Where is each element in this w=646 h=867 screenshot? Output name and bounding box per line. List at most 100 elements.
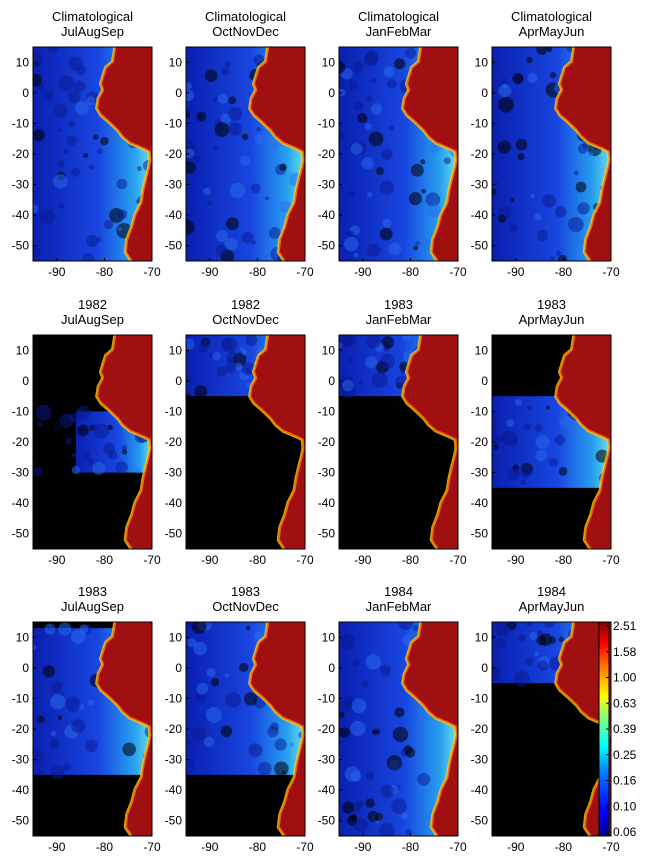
texture-patch bbox=[100, 136, 109, 146]
y-tick-label: -10 bbox=[12, 404, 30, 418]
texture-patch bbox=[225, 61, 231, 68]
texture-patch bbox=[186, 110, 191, 119]
texture-patch bbox=[539, 633, 553, 646]
texture-patch bbox=[40, 209, 56, 225]
texture-patch bbox=[115, 461, 128, 474]
texture-patch bbox=[361, 157, 374, 170]
texture-patch bbox=[365, 798, 375, 808]
texture-patch bbox=[82, 253, 95, 261]
land-mask bbox=[404, 622, 458, 836]
texture-patch bbox=[577, 143, 589, 154]
texture-patch bbox=[558, 636, 564, 643]
texture-patch bbox=[186, 90, 195, 101]
y-tick-label: -50 bbox=[12, 527, 30, 541]
texture-patch bbox=[212, 351, 221, 361]
texture-patch bbox=[402, 335, 411, 341]
panel-title-line1: Climatological bbox=[358, 9, 439, 24]
texture-patch bbox=[85, 739, 98, 753]
texture-patch bbox=[357, 112, 368, 124]
texture-patch bbox=[87, 458, 94, 465]
texture-patch bbox=[365, 95, 372, 102]
land-mask bbox=[251, 622, 305, 836]
texture-patch bbox=[225, 217, 239, 231]
texture-patch bbox=[241, 133, 249, 141]
texture-patch bbox=[229, 182, 246, 199]
texture-patch bbox=[53, 174, 68, 189]
texture-patch bbox=[517, 153, 525, 161]
texture-patch bbox=[241, 231, 254, 244]
y-tick-label: -40 bbox=[318, 208, 336, 222]
x-tick-label: -80 bbox=[555, 265, 573, 279]
panel-title-line1: 1983 bbox=[384, 297, 413, 312]
colorbar-label: 2.51 bbox=[613, 619, 637, 633]
y-tick-label: 10 bbox=[169, 630, 183, 644]
y-tick-label: -10 bbox=[471, 404, 489, 418]
y-tick-label: 10 bbox=[322, 55, 336, 69]
texture-patch bbox=[350, 143, 363, 155]
texture-patch bbox=[496, 638, 506, 648]
texture-patch bbox=[66, 135, 77, 146]
texture-patch bbox=[63, 763, 71, 771]
panel-title-line2: JanFebMar bbox=[366, 312, 432, 327]
texture-patch bbox=[492, 667, 501, 683]
texture-patch bbox=[240, 347, 245, 352]
texture-patch bbox=[344, 236, 359, 252]
panel-title-line2: JanFebMar bbox=[366, 24, 432, 39]
y-tick-label: 10 bbox=[322, 630, 336, 644]
texture-patch bbox=[193, 154, 201, 162]
texture-patch bbox=[134, 467, 141, 474]
texture-patch bbox=[520, 479, 527, 486]
texture-patch bbox=[239, 155, 251, 167]
texture-patch bbox=[70, 629, 86, 644]
texture-patch bbox=[71, 465, 80, 475]
texture-patch bbox=[67, 90, 81, 103]
y-tick-label: -20 bbox=[318, 435, 336, 449]
y-tick-label: -20 bbox=[12, 722, 30, 736]
texture-patch bbox=[186, 137, 193, 150]
texture-patch bbox=[33, 73, 43, 87]
coastal-peak-band bbox=[402, 622, 458, 836]
texture-patch bbox=[107, 424, 113, 430]
texture-patch bbox=[339, 88, 346, 97]
y-tick-label: -30 bbox=[471, 753, 489, 767]
texture-patch bbox=[577, 202, 590, 215]
texture-patch bbox=[365, 50, 379, 64]
texture-patch bbox=[527, 405, 532, 411]
texture-patch bbox=[347, 230, 355, 238]
texture-patch bbox=[382, 218, 392, 228]
texture-patch bbox=[497, 214, 507, 223]
panel-title-line2: JulAugSep bbox=[61, 312, 124, 327]
texture-patch bbox=[214, 122, 230, 138]
texture-patch bbox=[221, 67, 230, 76]
texture-patch bbox=[425, 192, 441, 207]
y-tick-label: 0 bbox=[175, 661, 182, 675]
y-tick-label: -30 bbox=[12, 753, 30, 767]
x-tick-label: -90 bbox=[354, 265, 372, 279]
texture-patch bbox=[111, 201, 119, 209]
texture-patch bbox=[365, 654, 381, 670]
x-tick-label: -80 bbox=[249, 265, 267, 279]
panel-title-line1: 1984 bbox=[537, 584, 566, 599]
y-tick-label: -40 bbox=[471, 496, 489, 510]
texture-patch bbox=[221, 338, 234, 351]
texture-patch bbox=[216, 244, 228, 256]
panel-title-line2: AprMayJun bbox=[519, 312, 585, 327]
y-tick-label: 0 bbox=[328, 86, 335, 100]
texture-patch bbox=[186, 338, 195, 350]
texture-patch bbox=[187, 637, 197, 648]
y-tick-label: 0 bbox=[22, 374, 29, 388]
texture-patch bbox=[507, 468, 520, 481]
y-tick-label: -30 bbox=[165, 178, 183, 192]
texture-patch bbox=[506, 622, 517, 631]
texture-patch bbox=[248, 743, 263, 758]
texture-patch bbox=[515, 138, 528, 151]
land-mask bbox=[98, 335, 152, 549]
texture-patch bbox=[404, 47, 417, 59]
texture-patch bbox=[530, 193, 535, 199]
texture-patch bbox=[58, 203, 64, 209]
y-tick-label: -10 bbox=[165, 691, 183, 705]
texture-patch bbox=[354, 101, 364, 111]
texture-patch bbox=[386, 755, 403, 771]
texture-patch bbox=[71, 452, 77, 458]
texture-patch bbox=[224, 237, 238, 251]
